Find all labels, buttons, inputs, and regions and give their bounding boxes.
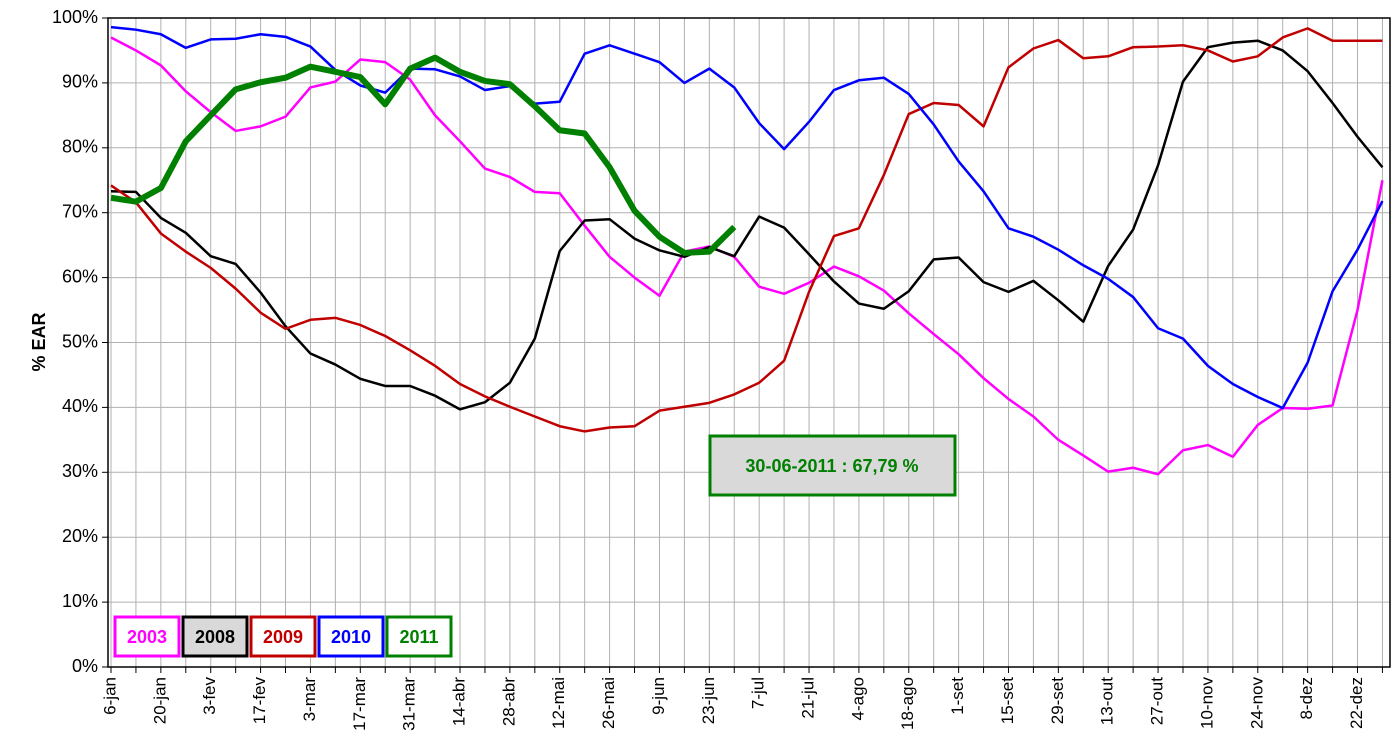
y-tick-label: 90% bbox=[62, 72, 98, 92]
legend-label: 2010 bbox=[331, 627, 371, 647]
x-tick-label: 3-fev bbox=[200, 677, 219, 715]
legend-box bbox=[113, 615, 181, 658]
y-tick-label: 10% bbox=[62, 591, 98, 611]
line-series bbox=[110, 36, 1384, 476]
x-tick-label: 28-abr bbox=[499, 677, 518, 726]
legend-box bbox=[385, 615, 453, 658]
x-tick-label: 22-dez bbox=[1347, 677, 1366, 729]
x-tick-label: 20-jan bbox=[150, 677, 169, 724]
x-tick-label: 6-jan bbox=[100, 677, 119, 715]
x-tick-label: 1-set bbox=[948, 677, 967, 715]
x-tick-label: 27-out bbox=[1148, 677, 1167, 725]
line-series bbox=[110, 54, 737, 256]
y-axis-label: % EAR bbox=[29, 312, 49, 371]
y-tick-label: 80% bbox=[62, 137, 98, 157]
x-tick-label: 10-nov bbox=[1197, 677, 1216, 729]
x-tick-label: 29-set bbox=[1048, 677, 1067, 725]
x-tick-label: 17-mar bbox=[350, 677, 369, 731]
legend-box bbox=[317, 615, 385, 658]
x-tick-label: 15-set bbox=[998, 677, 1017, 725]
y-tick-label: 70% bbox=[62, 201, 98, 221]
legend-label: 2008 bbox=[195, 627, 235, 647]
x-tick-label: 23-jun bbox=[699, 677, 718, 724]
y-tick-label: 30% bbox=[62, 461, 98, 481]
y-tick-label: 0% bbox=[72, 656, 98, 676]
legend-label: 2011 bbox=[399, 627, 438, 647]
x-tick-label: 12-mai bbox=[549, 677, 568, 729]
x-tick-label: 8-dez bbox=[1297, 677, 1316, 720]
x-tick-label: 9-jun bbox=[649, 677, 668, 715]
x-tick-label: 17-fev bbox=[250, 677, 269, 725]
y-tick-label: 60% bbox=[62, 266, 98, 286]
legend-label: 2003 bbox=[127, 627, 167, 647]
x-tick-label: 4-ago bbox=[848, 677, 867, 720]
x-tick-label: 26-mai bbox=[599, 677, 618, 729]
line-series bbox=[110, 27, 1383, 433]
annotation-box bbox=[708, 434, 957, 497]
x-tick-label: 13-out bbox=[1098, 677, 1117, 725]
line-series bbox=[110, 39, 1384, 411]
y-tick-label: 20% bbox=[62, 526, 98, 546]
y-tick-label: 100% bbox=[52, 7, 98, 27]
x-tick-label: 24-nov bbox=[1247, 677, 1266, 729]
x-tick-label: 3-mar bbox=[300, 677, 319, 722]
x-tick-label: 21-jul bbox=[799, 677, 818, 719]
line-series bbox=[110, 25, 1384, 410]
annotation: 30-06-2011 : 67,79 % bbox=[745, 456, 918, 476]
x-tick-label: 31-mar bbox=[400, 677, 419, 731]
y-tick-label: 40% bbox=[62, 396, 98, 416]
y-tick-label: 50% bbox=[62, 331, 98, 351]
x-tick-label: 18-ago bbox=[898, 677, 917, 730]
legend-box bbox=[249, 615, 317, 658]
plot-border bbox=[107, 17, 1391, 668]
x-tick-label: 14-abr bbox=[450, 677, 469, 726]
legend-box bbox=[181, 615, 249, 658]
legend-label: 2009 bbox=[263, 627, 303, 647]
x-tick-label: 7-jul bbox=[749, 677, 768, 709]
